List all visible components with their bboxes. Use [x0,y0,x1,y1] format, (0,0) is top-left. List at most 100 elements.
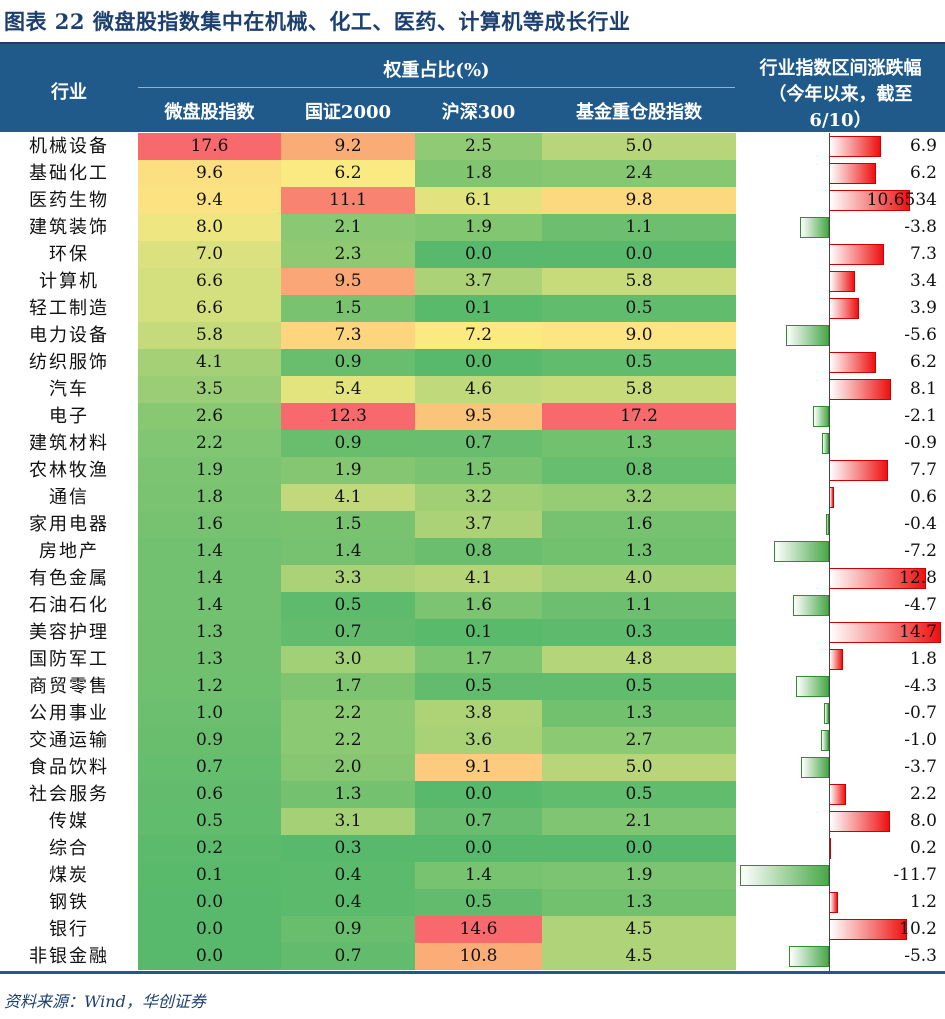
weight-cell: 0.8 [542,457,736,484]
table-row: 电力设备 5.8 7.3 7.2 9.0 -5.6 [0,322,945,349]
change-bar-cell: 2.2 [736,781,945,808]
table-row: 建筑材料 2.2 0.9 0.7 1.3 -0.9 [0,430,945,457]
header-change-line1: 行业指数区间涨跌幅 [759,58,922,79]
table-row: 家用电器 1.6 1.5 3.7 1.6 -0.4 [0,511,945,538]
table-row: 电子 2.6 12.3 9.5 17.2 -2.1 [0,403,945,430]
bottom-rule [0,971,945,974]
weight-cell: 3.3 [281,565,415,592]
change-value-label: 14.7 [899,622,937,642]
table-row: 基础化工 9.6 6.2 1.8 2.4 6.2 [0,160,945,187]
weight-cell: 0.5 [138,808,281,835]
change-bar [822,433,829,454]
industry-label: 公用事业 [29,703,109,724]
table-row: 公用事业 1.0 2.2 3.8 1.3 -0.7 [0,700,945,727]
industry-label: 传媒 [49,811,89,832]
header-change-line3: 6/10） [809,110,872,131]
weight-cell: 4.0 [542,565,736,592]
weight-cell: 0.5 [281,592,415,619]
industry-label: 建筑材料 [29,433,109,454]
change-bar [829,271,855,292]
table-row: 煤炭 0.1 0.4 1.4 1.9 -11.7 [0,862,945,889]
table-row: 非银金融 0.0 0.7 10.8 4.5 -5.3 [0,943,945,970]
change-bar-cell: 1.8 [736,646,945,673]
industry-label: 基础化工 [29,163,109,184]
weight-cell: 9.0 [542,322,736,349]
table-row: 石油石化 1.4 0.5 1.6 1.1 -4.7 [0,592,945,619]
industry-label: 家用电器 [29,514,109,535]
weight-cell: 2.5 [415,133,542,160]
change-bar-cell: 1.2 [736,889,945,916]
industry-label: 农林牧渔 [29,460,109,481]
table-row: 房地产 1.4 1.4 0.8 1.3 -7.2 [0,538,945,565]
industry-label: 环保 [49,244,89,265]
weight-cell: 9.4 [138,187,281,214]
change-value-label: -3.8 [904,217,937,237]
change-bar-cell: 6.9 [736,133,945,160]
weight-cell: 0.2 [138,835,281,862]
change-value-label: 2.2 [909,784,937,804]
change-value-label: 7.7 [909,460,937,480]
weight-cell: 1.9 [542,862,736,889]
weight-cell: 1.7 [415,646,542,673]
weight-cell: 1.4 [415,862,542,889]
weight-cell: 0.1 [415,619,542,646]
weight-cell: 7.2 [415,322,542,349]
change-bar-cell: 14.7 [736,619,945,646]
weight-cell: 1.5 [415,457,542,484]
change-bar [800,757,829,778]
change-bar-cell: 0.6 [736,484,945,511]
weight-cell: 2.1 [281,214,415,241]
weight-cell: 9.5 [415,403,542,430]
table-row: 商贸零售 1.2 1.7 0.5 0.5 -4.3 [0,673,945,700]
change-value-label: 1.2 [909,892,937,912]
industry-label: 非银金融 [29,946,109,967]
weight-cell: 3.1 [281,808,415,835]
header-change-line2: （今年以来，截至 [768,84,913,105]
change-value-label: 3.9 [909,298,937,318]
weight-cell: 3.7 [415,511,542,538]
weight-cell: 10.8 [415,943,542,970]
change-bar-cell: 10.2 [736,916,945,943]
change-bar-cell: 12.8 [736,565,945,592]
weight-cell: 3.5 [138,376,281,403]
change-value-label: 7.3 [909,244,937,264]
change-bar-cell: -3.7 [736,754,945,781]
table-row: 交通运输 0.9 2.2 3.6 2.7 -1.0 [0,727,945,754]
change-bar-cell: -0.7 [736,700,945,727]
weight-cell: 3.6 [415,727,542,754]
change-bar-cell: 3.9 [736,295,945,322]
weight-cell: 14.6 [415,916,542,943]
change-bar-cell: -0.4 [736,511,945,538]
weight-cell: 0.0 [415,349,542,376]
weight-cell: 1.3 [542,700,736,727]
change-value-label: 8.0 [909,811,937,831]
change-bar [829,919,907,940]
weight-cell: 0.7 [281,943,415,970]
change-value-label: 12.8 [899,568,937,588]
weight-cell: 0.0 [542,835,736,862]
table-row: 有色金属 1.4 3.3 4.1 4.0 12.8 [0,565,945,592]
change-value-label: -7.2 [904,541,937,561]
change-bar-cell: 6.2 [736,349,945,376]
weight-cell: 0.0 [138,889,281,916]
change-bar [829,784,846,805]
weight-cell: 1.4 [138,592,281,619]
change-bar [796,676,829,697]
table-row: 综合 0.2 0.3 0.0 0.0 0.2 [0,835,945,862]
change-value-label: 6.9 [909,136,937,156]
change-value-label: -1.0 [904,730,937,750]
weight-cell: 1.1 [542,214,736,241]
header-col-fund: 基金重仓股指数 [576,102,702,123]
weight-cell: 0.5 [542,349,736,376]
weight-cell: 3.0 [281,646,415,673]
weight-cell: 3.2 [542,484,736,511]
change-bar-cell: -1.0 [736,727,945,754]
weight-cell: 1.6 [138,511,281,538]
industry-label: 计算机 [39,271,99,292]
change-bar-cell: -4.7 [736,592,945,619]
change-bar-cell: -2.1 [736,403,945,430]
weight-cell: 0.0 [138,943,281,970]
weight-cell: 0.3 [542,619,736,646]
weight-cell: 0.8 [415,538,542,565]
change-bar [829,163,877,184]
